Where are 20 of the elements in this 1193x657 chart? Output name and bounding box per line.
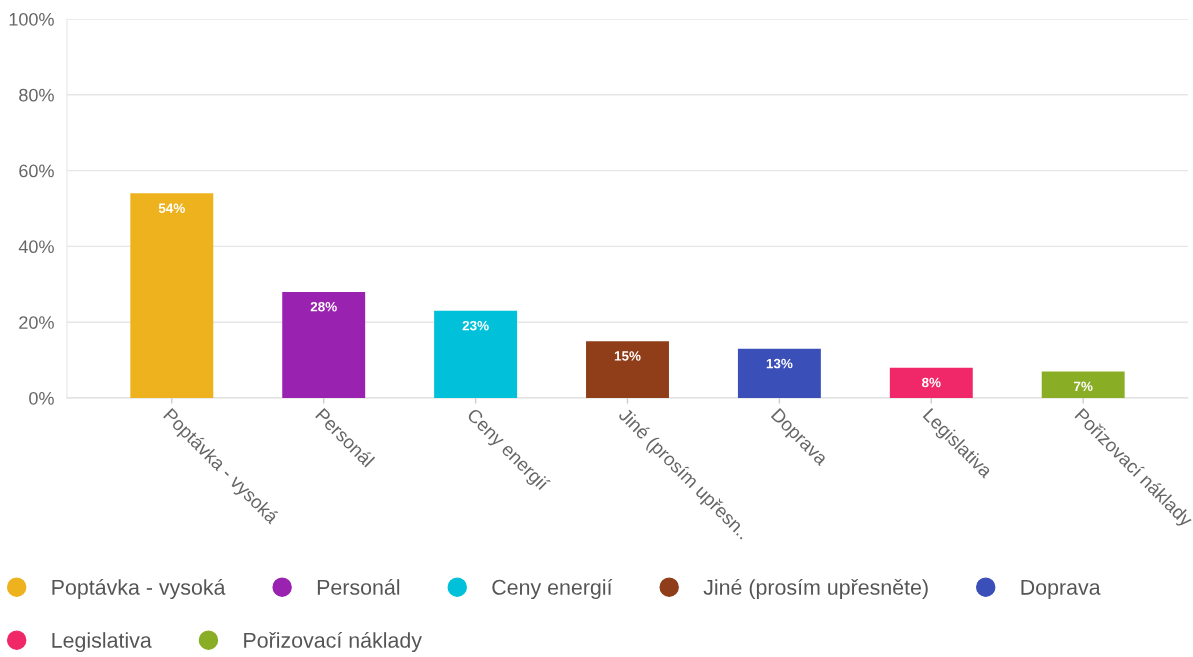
- y-tick-label: 0%: [29, 391, 54, 405]
- y-tick-label: 40%: [18, 240, 54, 254]
- data-label: 15%: [614, 351, 641, 361]
- data-label: 13%: [766, 358, 793, 369]
- y-tick-label: 100%: [9, 12, 54, 26]
- data-label: 8%: [921, 377, 941, 388]
- y-tick-label: 20%: [19, 316, 54, 329]
- legend-label: Legislativa: [52, 632, 152, 653]
- data-label: 28%: [310, 301, 337, 312]
- data-label: 54%: [158, 203, 185, 213]
- legend-label: Pořizovací náklady: [244, 631, 422, 653]
- legend-label: Jiné (prosím upřesněte): [703, 578, 928, 600]
- legend-label: Poptávka - vysoká: [52, 578, 226, 600]
- legend-label: Doprava: [1021, 579, 1101, 600]
- legend-label: Ceny energií: [492, 578, 613, 600]
- legend-label: Personál: [317, 578, 400, 595]
- data-label: 23%: [462, 320, 489, 331]
- y-tick-label: 80%: [19, 88, 54, 102]
- y-tick-label: 60%: [19, 164, 54, 178]
- data-label: 7%: [1074, 381, 1093, 392]
